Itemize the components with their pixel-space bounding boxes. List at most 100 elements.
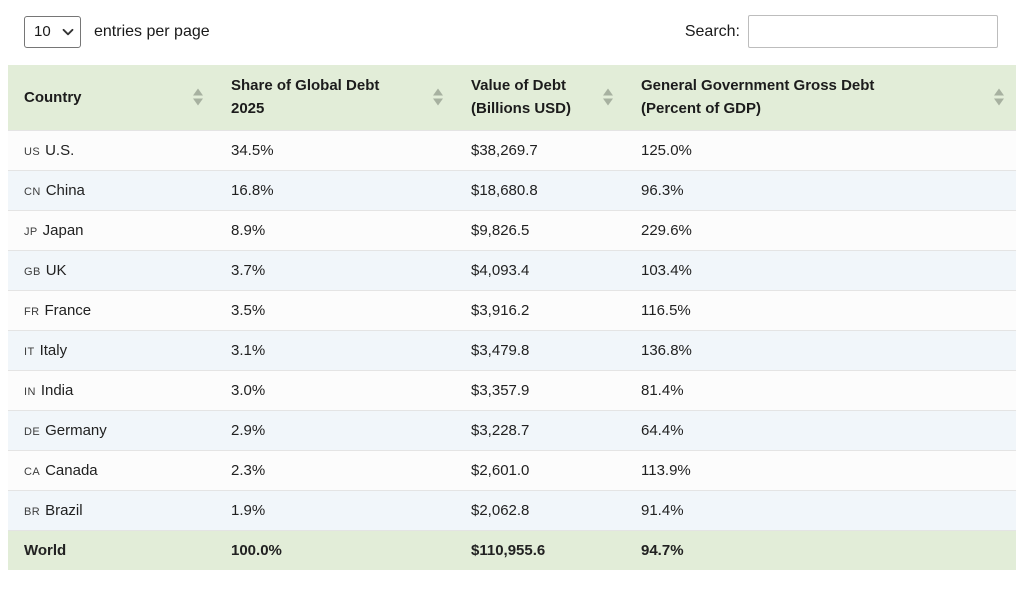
search-controls: Search:	[685, 15, 998, 48]
table-row: FR France 3.5% $3,916.2 116.5%	[8, 289, 1016, 330]
value-cell: $3,916.2	[455, 289, 625, 330]
country-cell: US U.S.	[8, 129, 215, 170]
table-row: CA Canada 2.3% $2,601.0 113.9%	[8, 449, 1016, 490]
value-cell: $9,826.5	[455, 209, 625, 250]
sort-icon	[603, 88, 613, 106]
country-name: Japan	[42, 221, 84, 239]
page-length-select-wrap: 10	[24, 15, 81, 48]
entries-per-page-select[interactable]: 10	[24, 15, 81, 48]
gdp-cell: 116.5%	[625, 289, 1016, 330]
value-cell: $4,093.4	[455, 249, 625, 290]
country-cell: CA Canada	[8, 449, 215, 490]
country-cell: FR France	[8, 289, 215, 330]
gdp-cell: 125.0%	[625, 129, 1016, 170]
page-length-controls: 10 entries per page	[24, 15, 210, 48]
flag-code: JP	[24, 225, 38, 238]
column-label: Value of Debt	[471, 77, 567, 95]
sort-icon	[994, 88, 1004, 106]
flag-code: US	[24, 145, 41, 158]
table-row: US U.S. 34.5% $38,269.7 125.0%	[8, 129, 1016, 170]
world-total-row: World 100.0% $110,955.6 94.7%	[8, 529, 1016, 570]
country-cell: IN India	[8, 369, 215, 410]
flag-code: CA	[24, 465, 41, 478]
country-name: Brazil	[45, 501, 83, 519]
country-name: France	[44, 301, 92, 319]
share-cell: 34.5%	[215, 129, 455, 170]
share-cell: 2.3%	[215, 449, 455, 490]
country-name: China	[45, 181, 85, 199]
gdp-cell: 91.4%	[625, 489, 1016, 530]
country-cell: JP Japan	[8, 209, 215, 250]
country-cell: BR Brazil	[8, 489, 215, 530]
country-name: Germany	[45, 421, 107, 439]
value-cell: $3,357.9	[455, 369, 625, 410]
share-cell: 3.5%	[215, 289, 455, 330]
share-cell: 3.0%	[215, 369, 455, 410]
value-cell: $110,955.6	[455, 529, 625, 570]
share-cell: 1.9%	[215, 489, 455, 530]
column-label: Country	[24, 88, 82, 106]
country-cell: IT Italy	[8, 329, 215, 370]
share-cell: 100.0%	[215, 529, 455, 570]
value-cell: $2,601.0	[455, 449, 625, 490]
column-label-line2: (Percent of GDP)	[641, 100, 762, 118]
sort-icon	[433, 88, 443, 106]
gdp-cell: 96.3%	[625, 169, 1016, 210]
value-cell: $2,062.8	[455, 489, 625, 530]
country-name: U.S.	[45, 141, 75, 159]
share-cell: 16.8%	[215, 169, 455, 210]
column-label: Share of Global Debt	[231, 77, 380, 95]
value-cell: $3,479.8	[455, 329, 625, 370]
column-header-value[interactable]: Value of Debt (Billions USD)	[455, 65, 625, 130]
table-controls: 10 entries per page Search:	[24, 15, 998, 48]
column-header-country[interactable]: Country	[8, 65, 215, 130]
column-label-line2: 2025	[231, 100, 265, 118]
sort-icon	[193, 88, 203, 106]
flag-code: IT	[24, 345, 35, 358]
country-name: Canada	[45, 461, 98, 479]
table-row: JP Japan 8.9% $9,826.5 229.6%	[8, 209, 1016, 250]
country-name: Italy	[39, 341, 68, 359]
flag-code: BR	[24, 505, 41, 518]
flag-code: FR	[24, 305, 40, 318]
flag-code: IN	[24, 385, 36, 398]
value-cell: $18,680.8	[455, 169, 625, 210]
header-row: Country Share of Global Debt 2025 Value …	[8, 65, 1016, 130]
entries-per-page-label: entries per page	[94, 22, 210, 40]
table-row: CN China 16.8% $18,680.8 96.3%	[8, 169, 1016, 210]
value-cell: $38,269.7	[455, 129, 625, 170]
column-label: General Government Gross Debt	[641, 77, 875, 95]
share-cell: 3.7%	[215, 249, 455, 290]
table-row: IN India 3.0% $3,357.9 81.4%	[8, 369, 1016, 410]
gdp-cell: 94.7%	[625, 529, 1016, 570]
country-name: UK	[45, 261, 67, 279]
column-header-share[interactable]: Share of Global Debt 2025	[215, 65, 455, 130]
country-cell: CN China	[8, 169, 215, 210]
table-row: IT Italy 3.1% $3,479.8 136.8%	[8, 329, 1016, 370]
column-label-line2: (Billions USD)	[471, 100, 571, 118]
gdp-cell: 64.4%	[625, 409, 1016, 450]
country-cell: DE Germany	[8, 409, 215, 450]
flag-code: GB	[24, 265, 41, 278]
table-row: GB UK 3.7% $4,093.4 103.4%	[8, 249, 1016, 290]
gdp-cell: 113.9%	[625, 449, 1016, 490]
country-cell: GB UK	[8, 249, 215, 290]
share-cell: 2.9%	[215, 409, 455, 450]
gdp-cell: 81.4%	[625, 369, 1016, 410]
search-label: Search:	[684, 22, 740, 40]
value-cell: $3,228.7	[455, 409, 625, 450]
flag-code: CN	[24, 185, 41, 198]
debt-table: Country Share of Global Debt 2025 Value …	[8, 65, 1016, 570]
table-row: DE Germany 2.9% $3,228.7 64.4%	[8, 409, 1016, 450]
table-row: BR Brazil 1.9% $2,062.8 91.4%	[8, 489, 1016, 530]
share-cell: 3.1%	[215, 329, 455, 370]
gdp-cell: 229.6%	[625, 209, 1016, 250]
country-name: India	[40, 381, 74, 399]
gdp-cell: 103.4%	[625, 249, 1016, 290]
search-input[interactable]	[748, 15, 998, 48]
country-cell: World	[8, 529, 215, 570]
column-header-gross-debt[interactable]: General Government Gross Debt (Percent o…	[625, 65, 1016, 130]
flag-code: DE	[24, 425, 41, 438]
gdp-cell: 136.8%	[625, 329, 1016, 370]
share-cell: 8.9%	[215, 209, 455, 250]
